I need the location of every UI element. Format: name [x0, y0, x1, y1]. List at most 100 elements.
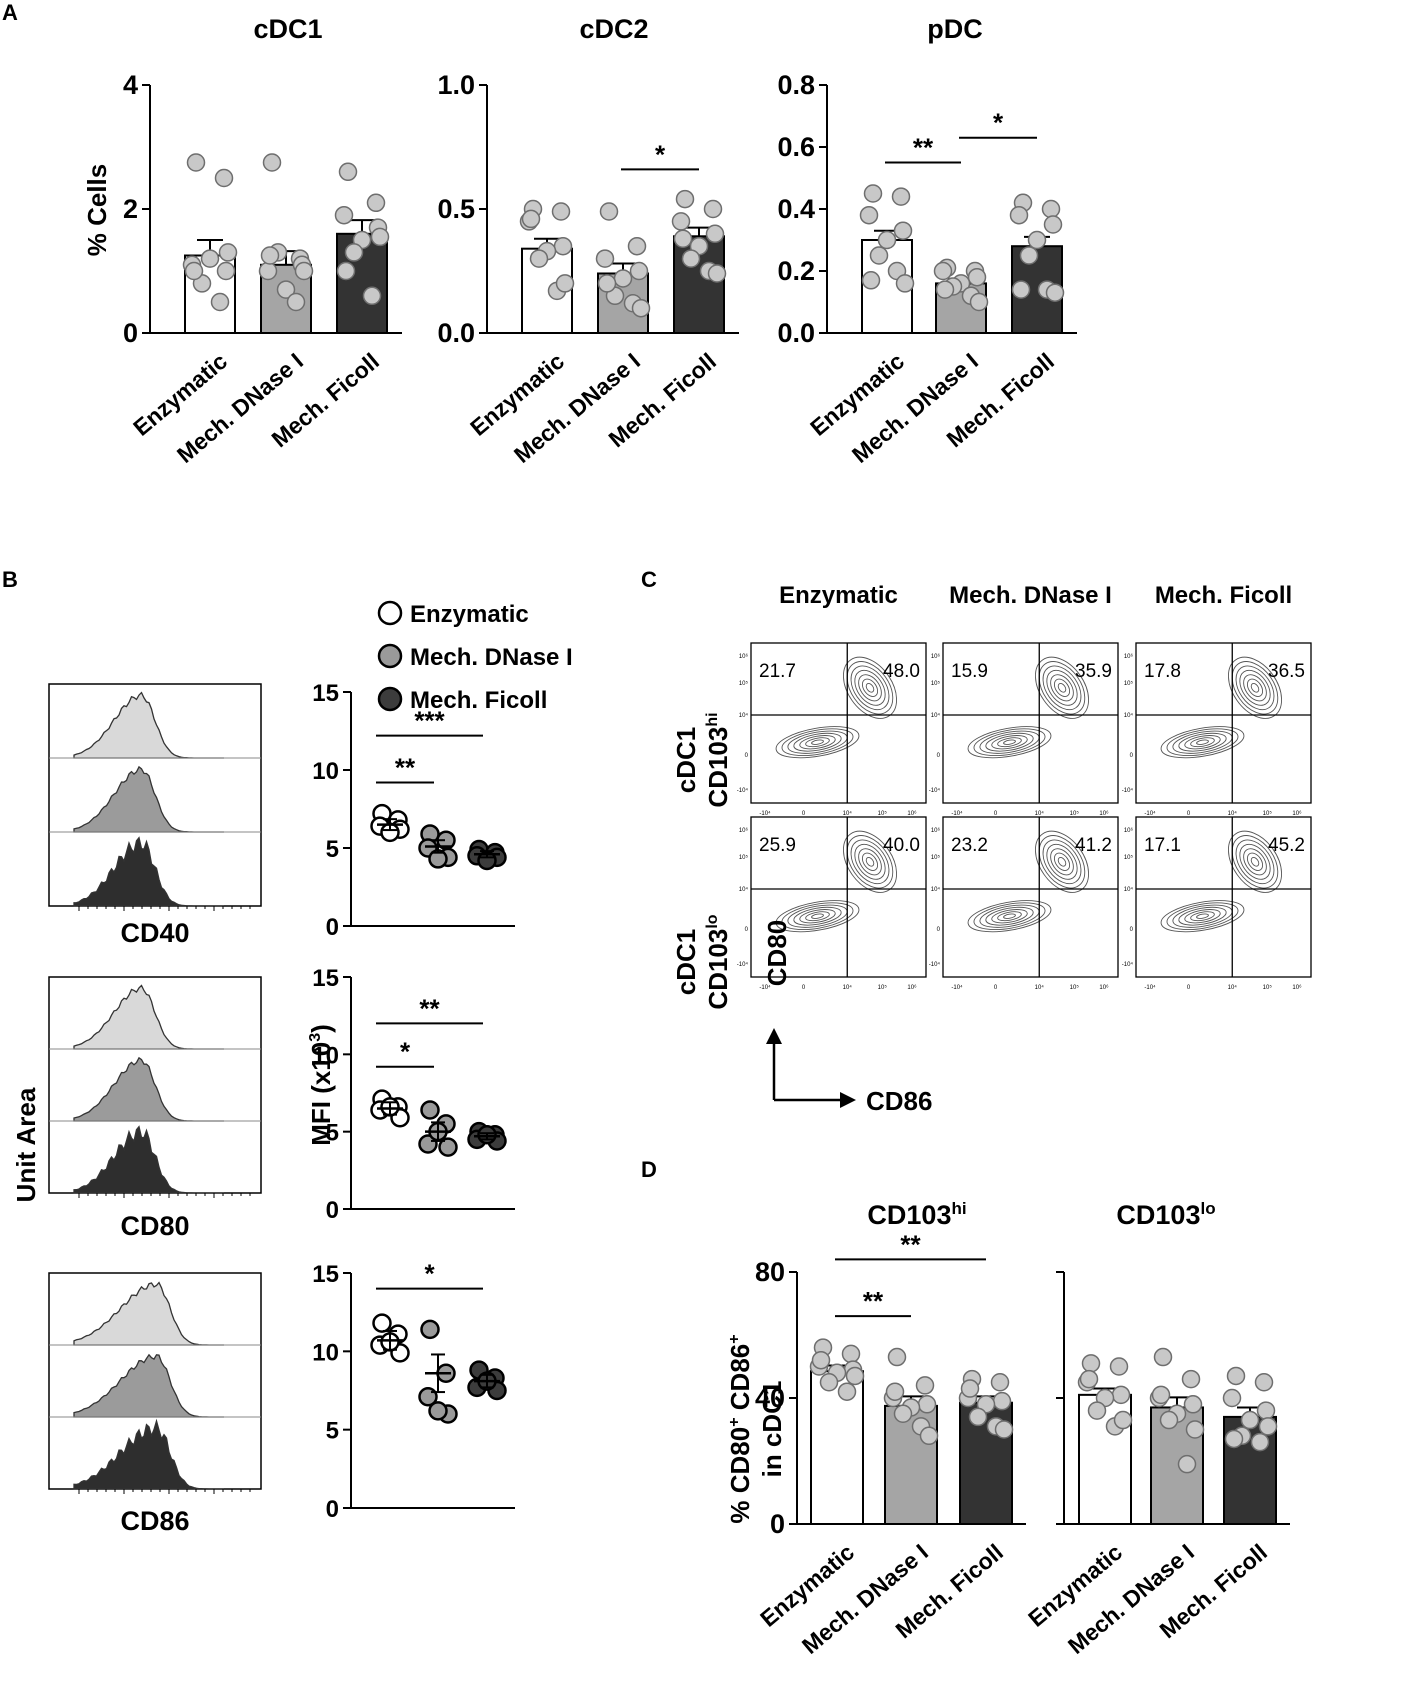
data-point [919, 1426, 939, 1446]
data-point [703, 199, 723, 219]
contour-ring [1046, 843, 1078, 880]
data-point [294, 261, 314, 281]
d-ylabel-sup2: + [726, 1334, 743, 1343]
data-point [1011, 280, 1031, 299]
data-point [675, 189, 695, 209]
legend-swatch-dnase [377, 643, 403, 669]
data-point [276, 280, 296, 299]
flow-x-tick: 10⁶ [1099, 984, 1109, 991]
y-tick-label: 10 [312, 1042, 339, 1069]
y-tick-label: 0.8 [777, 70, 815, 100]
contour-ring [775, 726, 860, 759]
flow-x-tick: 10⁶ [907, 810, 917, 817]
flow-x-tick: 10⁵ [1263, 810, 1273, 817]
contour-ring [799, 735, 836, 750]
flow-x-tick: 10⁵ [878, 810, 888, 817]
data-point [885, 1382, 905, 1401]
flow-x-tick: 10⁶ [1292, 984, 1302, 991]
data-point [1151, 1385, 1171, 1405]
quadrant-ul-value: 25.9 [759, 835, 796, 856]
chart-b-cd86: 0 5 10 15 * [312, 1259, 515, 1523]
data-point [861, 271, 881, 290]
data-point [529, 249, 549, 268]
mfi-label-close: ) [306, 1024, 336, 1033]
data-point [1185, 1420, 1205, 1439]
contour-ring [775, 900, 860, 933]
contour-ring [1178, 906, 1227, 926]
chart-title-text: pDC [927, 14, 983, 44]
flow-x-tick: 10⁵ [1070, 984, 1080, 991]
contour-ring [865, 856, 875, 867]
histogram-curve [73, 984, 224, 1050]
significance-label: * [400, 1037, 411, 1067]
histogram-marker-label: CD40 [120, 918, 189, 948]
chart-title-sup: lo [1200, 1199, 1215, 1218]
y-tick-label: 0 [326, 914, 339, 941]
significance-label: ** [913, 133, 934, 163]
flow-x-tick: 0 [1187, 985, 1191, 991]
c-row2-label-b-text: CD103 [703, 929, 733, 1010]
data-point [370, 227, 390, 247]
flow-y-tick: 10⁶ [1124, 827, 1134, 834]
data-point [895, 274, 915, 293]
y-tick-label: 40 [755, 1383, 785, 1413]
flow-y-tick: 10⁵ [1124, 854, 1134, 861]
contour-ring [846, 661, 894, 715]
y-tick-label: 5 [326, 1120, 339, 1147]
data-point [869, 246, 889, 265]
y-tick-label: 0 [770, 1509, 785, 1539]
flow-y-tick: 10⁴ [1124, 712, 1134, 719]
data-point [1027, 230, 1047, 250]
flow-y-tick: 10⁵ [739, 854, 749, 861]
flow-x-tick: 10⁵ [878, 984, 888, 991]
contour-ring [1166, 728, 1239, 757]
contour-ring [1196, 913, 1209, 919]
flow-plot-frame [1135, 642, 1312, 804]
panel-label-d: D [641, 1157, 657, 1182]
significance-label: ** [395, 752, 416, 782]
chart-title-text: CD103 [1116, 1200, 1200, 1230]
histogram-curve [73, 1418, 224, 1490]
data-point [992, 1391, 1012, 1411]
data-point [1250, 1432, 1270, 1452]
contour-ring [1190, 737, 1215, 748]
data-point [218, 243, 238, 262]
data-point [418, 1134, 438, 1154]
quadrant-ur-value: 40.0 [883, 835, 920, 856]
data-point [969, 292, 989, 312]
category-label: Mech. DNase I [847, 348, 983, 468]
flow-y-tick: -10⁴ [1122, 787, 1134, 794]
chart-title-text: cDC2 [579, 14, 648, 44]
c-row1-label-b-text: CD103 [703, 727, 733, 808]
contour-ring [1250, 856, 1260, 867]
data-point [1240, 1410, 1260, 1430]
contour-ring [854, 843, 886, 880]
category-label: Mech. DNase I [509, 348, 645, 468]
contour-ring [1038, 835, 1086, 889]
contour-ring [985, 906, 1034, 926]
data-point [1256, 1401, 1276, 1420]
flow-y-tick: -10⁴ [737, 787, 749, 794]
contour-ring [861, 852, 879, 871]
contour-ring [1057, 856, 1067, 867]
data-point [438, 1137, 458, 1157]
significance-label: * [655, 139, 666, 169]
contour-ring [1034, 656, 1090, 719]
significance-label: * [993, 108, 1004, 138]
y-tick-label: 4 [123, 70, 138, 100]
contour-ring [1190, 911, 1215, 922]
data-point [819, 1373, 839, 1392]
flow-plot: 17.1 45.2 -10⁴ -10⁴ 0 0 10⁴ 10⁴ 10⁵ 10⁵ 10⁶ 10⁶ [1122, 816, 1312, 991]
flow-y-tick: 0 [745, 753, 749, 759]
histogram-curve [73, 1281, 224, 1346]
data-point [200, 249, 220, 268]
data-point [344, 243, 364, 262]
d-ylabel-a: % CD80 [725, 1427, 755, 1524]
flow-y-tick: 0 [1130, 753, 1134, 759]
contour-ring [1239, 669, 1271, 706]
histogram-curve [73, 765, 224, 833]
contour-ring [842, 656, 898, 719]
